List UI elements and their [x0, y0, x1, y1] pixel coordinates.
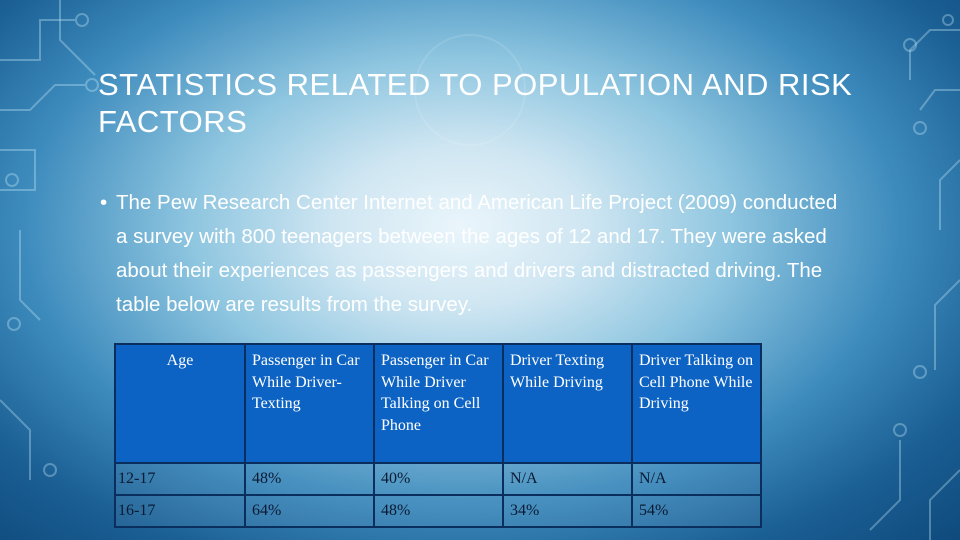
table-row: 12-17 48% 40% N/A N/A	[114, 462, 762, 496]
header-cell-passenger-texting: Passenger in Car While Driver-Texting	[244, 343, 375, 464]
header-cell-driver-texting: Driver Texting While Driving	[502, 343, 633, 464]
slide-title: STATISTICS RELATED TO POPULATION AND RIS…	[98, 67, 853, 139]
stats-table: Age Passenger in Car While Driver-Textin…	[114, 343, 762, 528]
table-row: 16-17 64% 48% 34% 54%	[114, 494, 762, 528]
table-cell: 54%	[631, 494, 762, 528]
table-cell: 48%	[373, 494, 504, 528]
header-cell-passenger-talking: Passenger in Car While Driver Talking on…	[373, 343, 504, 464]
table-cell: 64%	[244, 494, 375, 528]
bullet-dot-icon: •	[100, 191, 108, 214]
header-cell-driver-talking: Driver Talking on Cell Phone While Drivi…	[631, 343, 762, 464]
table-header-row: Age Passenger in Car While Driver-Textin…	[114, 343, 762, 464]
table-cell: N/A	[502, 462, 633, 496]
table-cell: 40%	[373, 462, 504, 496]
table-cell: 16-17	[114, 494, 246, 528]
bullet-paragraph: • The Pew Research Center Internet and A…	[100, 186, 850, 322]
table-cell: 12-17	[114, 462, 246, 496]
header-cell-age: Age	[114, 343, 246, 464]
table-cell: 34%	[502, 494, 633, 528]
bullet-text: The Pew Research Center Internet and Ame…	[116, 191, 838, 316]
table-cell: N/A	[631, 462, 762, 496]
table-cell: 48%	[244, 462, 375, 496]
